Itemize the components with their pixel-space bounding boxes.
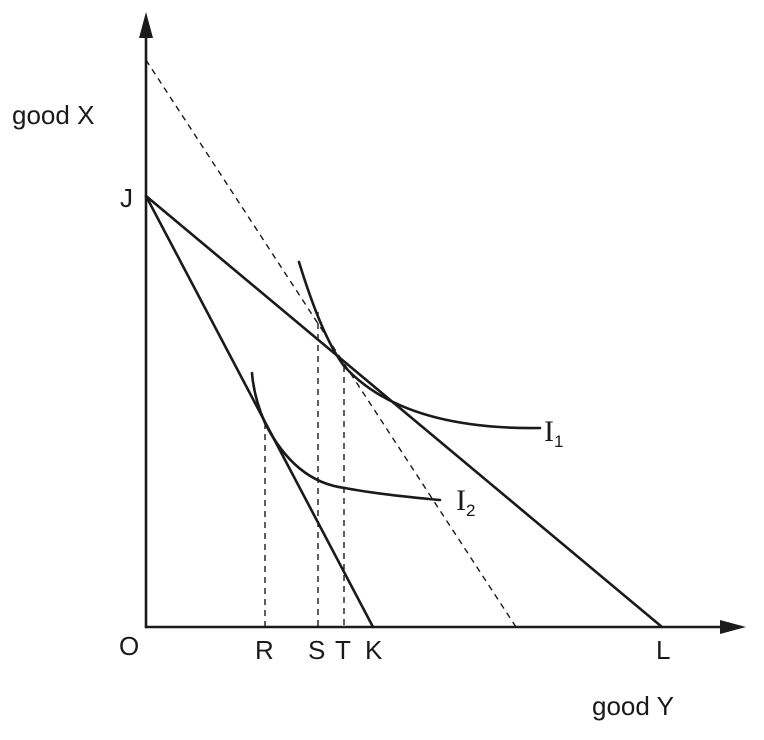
vertical-axis-arrowhead	[139, 12, 153, 38]
origin-label: O	[119, 631, 139, 661]
indifference-curve-i1	[297, 260, 542, 430]
curve-label-i2-letter: I	[456, 484, 466, 517]
curve-label-i2-subscript: 2	[466, 501, 475, 520]
point-label-t: T	[335, 635, 351, 665]
indifference-curve-i2	[250, 371, 442, 502]
curve-label-i1: I1	[544, 415, 563, 451]
point-label-l: L	[656, 635, 670, 665]
budget-line-jl	[144, 194, 664, 629]
point-label-r: R	[255, 635, 274, 665]
vertical-axis-label: good X	[12, 100, 94, 130]
point-label-k: K	[365, 635, 383, 665]
dashed-shifted-budget-line	[145, 59, 517, 628]
curve-label-i1-subscript: 1	[554, 432, 563, 451]
point-label-j: J	[120, 183, 133, 213]
horizontal-axis-label: good Y	[592, 691, 674, 721]
point-label-s: S	[308, 635, 325, 665]
horizontal-axis-arrowhead	[720, 620, 746, 634]
curve-label-i2: I2	[456, 484, 475, 520]
curve-label-i1-letter: I	[544, 415, 554, 448]
